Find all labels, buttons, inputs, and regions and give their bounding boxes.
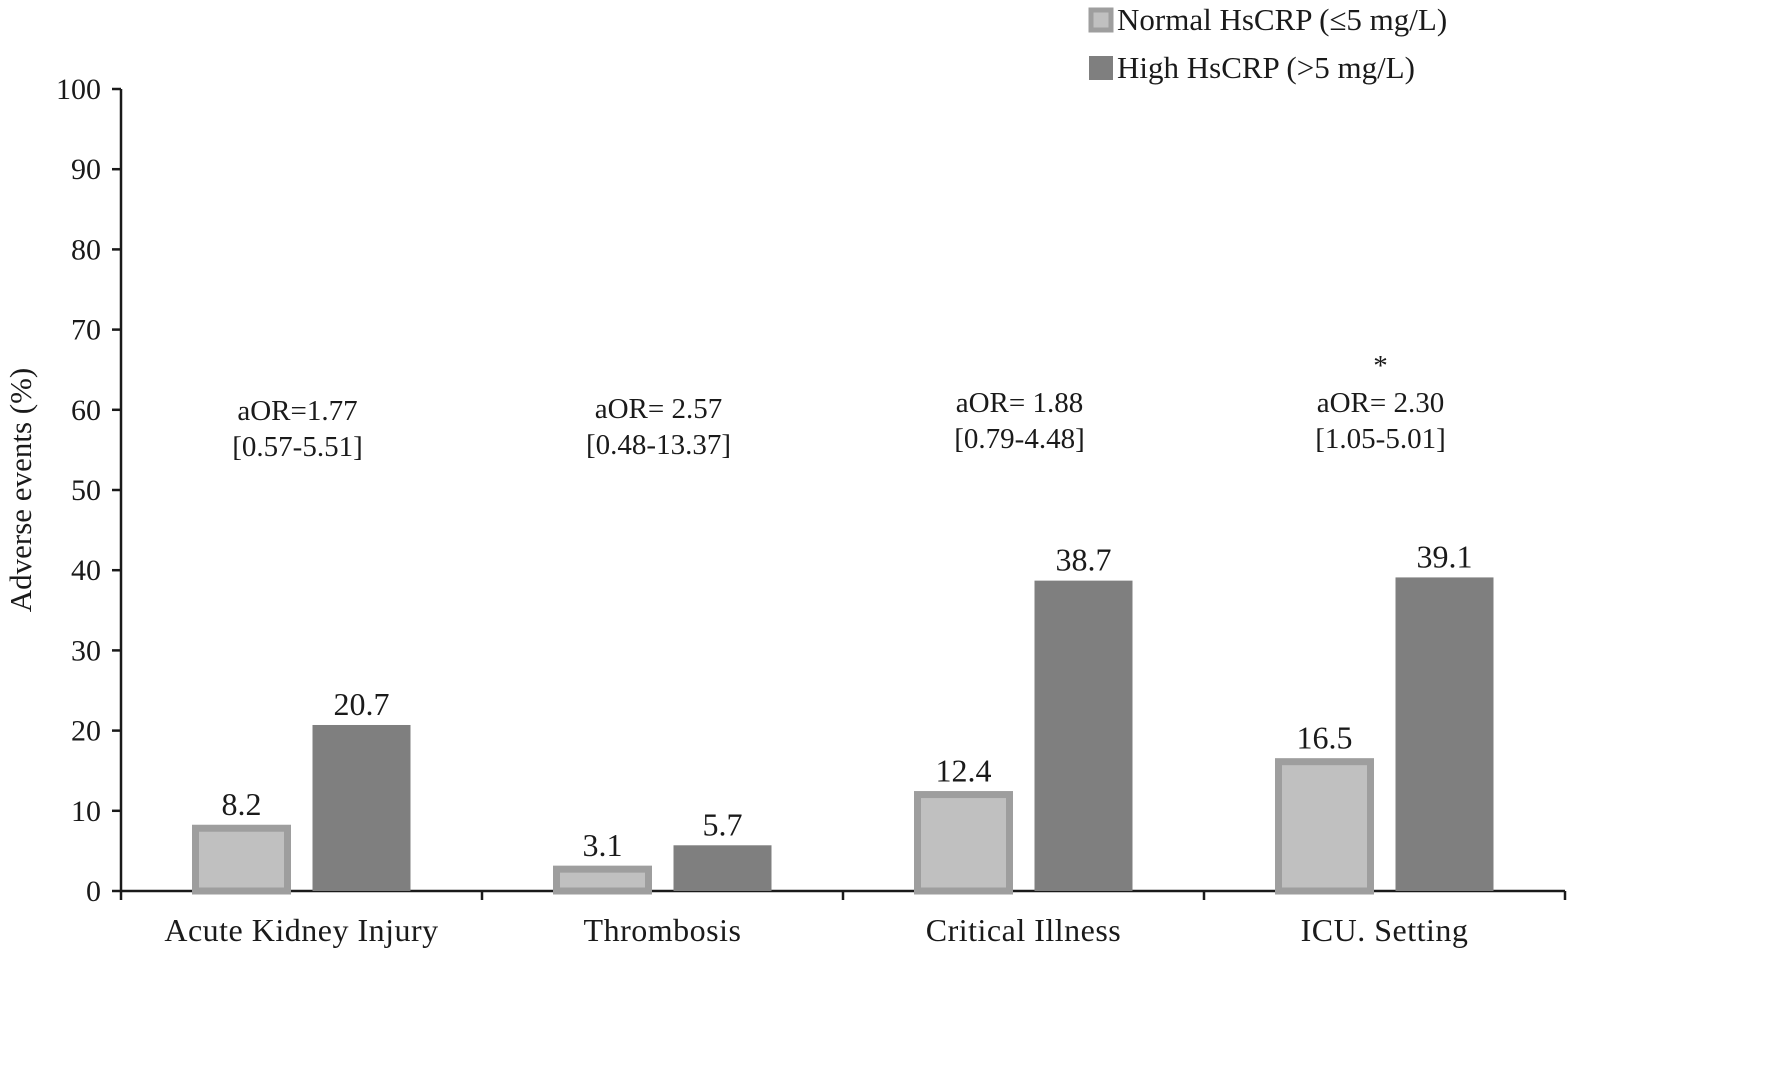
data-label-normal: 8.2 (222, 786, 262, 822)
aor-value: aOR=1.77 (237, 395, 357, 427)
bar-high-hscrp (1395, 577, 1494, 891)
significance-star: * (1373, 350, 1388, 382)
aor-ci: [0.79-4.48] (954, 423, 1084, 455)
bar-high-hscrp (312, 724, 411, 891)
y-tick-label: 0 (86, 875, 101, 908)
data-label-high: 38.7 (1056, 542, 1112, 578)
y-tick-label: 20 (71, 715, 101, 748)
y-tick-label: 90 (71, 153, 101, 186)
bar-normal-hscrp (192, 824, 291, 895)
data-label-normal: 3.1 (583, 827, 623, 863)
x-tick-label: ICU. Setting (1301, 912, 1469, 948)
y-tick-label: 80 (71, 233, 101, 266)
data-label-high: 39.1 (1417, 538, 1473, 574)
data-label-high: 20.7 (334, 686, 390, 722)
legend: Normal HsCRP (≤5 mg/L) High HsCRP (>5 mg/… (1088, 2, 1447, 85)
y-tick-label: 10 (71, 795, 101, 828)
legend-swatch-high (1089, 56, 1113, 80)
data-label-high: 5.7 (703, 806, 743, 842)
aor-value: aOR= 2.57 (595, 393, 723, 425)
y-tick-label: 100 (56, 73, 101, 106)
y-axis-label: Adverse events (%) (3, 368, 38, 612)
aor-ci: [0.57-5.51] (232, 431, 362, 463)
legend-label-normal: Normal HsCRP (≤5 mg/L) (1117, 2, 1447, 37)
y-tick-label: 40 (71, 554, 101, 587)
x-tick-label: Thrombosis (584, 912, 742, 948)
x-tick-label: Acute Kidney Injury (164, 912, 438, 948)
data-label-normal: 16.5 (1297, 720, 1353, 756)
annotations: aOR=1.77 [0.57-5.51] aOR= 2.57 [0.48-13.37]… (232, 350, 1445, 463)
bar-normal-hscrp (1275, 758, 1374, 895)
x-tick-label: Critical Illness (926, 912, 1122, 948)
aor-ci: [0.48-13.37] (586, 429, 731, 461)
y-tick-label: 60 (71, 394, 101, 427)
legend-label-high: High HsCRP (>5 mg/L) (1117, 50, 1415, 85)
y-tick-label: 50 (71, 474, 101, 507)
aor-value: aOR= 1.88 (956, 387, 1084, 419)
aor-value: aOR= 2.30 (1317, 387, 1445, 419)
bars (192, 577, 1494, 895)
value-labels: 8.2 20.7 3.1 5.7 12.4 38.7 16.5 39.1 (222, 538, 1473, 863)
bar-high-hscrp (1034, 580, 1133, 891)
y-axis: 0 10 20 30 40 50 60 70 80 90 100 (56, 73, 123, 908)
data-label-normal: 12.4 (936, 753, 992, 789)
bar-normal-hscrp (914, 791, 1013, 895)
y-tick-label: 30 (71, 634, 101, 667)
aor-ci: [1.05-5.01] (1315, 423, 1445, 455)
y-tick-label: 70 (71, 314, 101, 347)
legend-swatch-normal (1088, 7, 1114, 33)
x-axis: Acute Kidney Injury Thrombosis Critical Il… (119, 889, 1567, 948)
bar-high-hscrp (673, 845, 772, 891)
bar-normal-hscrp (553, 865, 652, 895)
